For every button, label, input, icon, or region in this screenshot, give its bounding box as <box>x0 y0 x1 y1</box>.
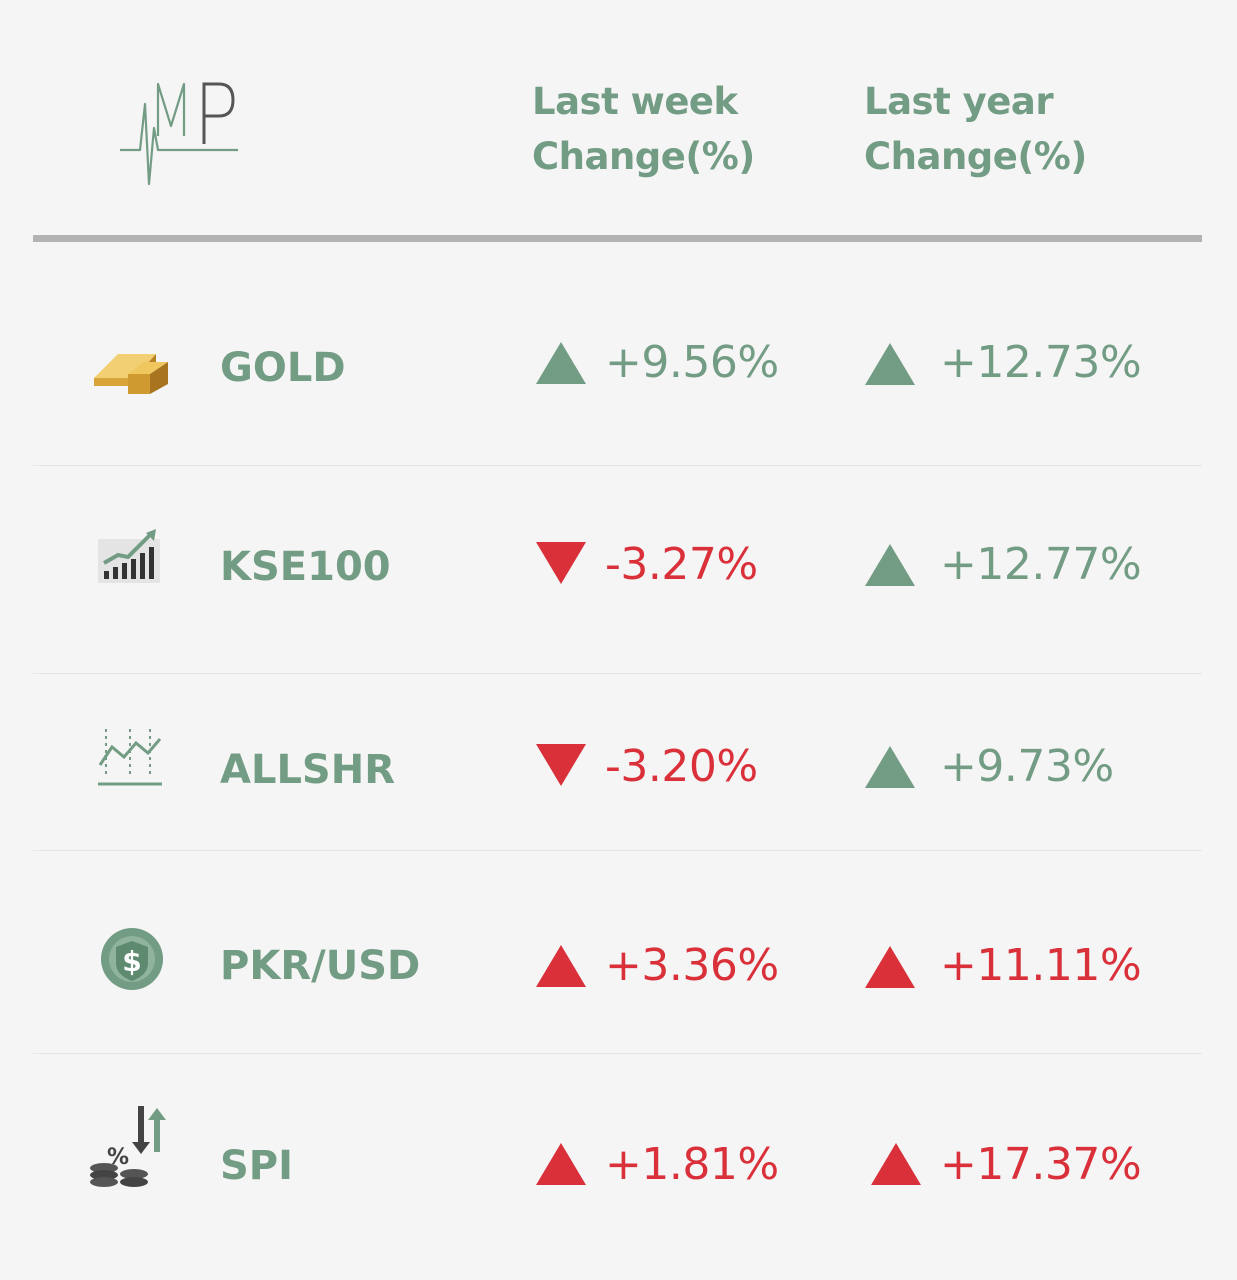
week-change-pkr-usd: +3.36% <box>605 940 779 991</box>
year-change-allshr: +9.73% <box>940 741 1114 792</box>
amp-logo <box>120 82 238 186</box>
week-change-kse100: -3.27% <box>605 539 758 590</box>
bar-chart-growth-icon <box>98 529 160 583</box>
up-arrow-icon <box>865 746 915 788</box>
row-divider <box>33 1053 1202 1054</box>
year-change-gold: +12.73% <box>940 337 1142 388</box>
up-arrow-icon <box>871 1143 921 1185</box>
svg-text:%: % <box>107 1145 129 1170</box>
line-chart-icon <box>98 729 162 786</box>
down-arrow-icon <box>536 542 586 584</box>
header-year-line1: Last year <box>864 80 1054 123</box>
row-divider <box>33 850 1202 851</box>
header-week-line2: Change(%) <box>532 135 755 178</box>
svg-text:$: $ <box>122 945 141 978</box>
down-arrow-icon <box>536 744 586 786</box>
asset-label-pkr-usd: PKR/USD <box>220 943 421 989</box>
year-change-pkr-usd: +11.11% <box>940 940 1142 991</box>
asset-label-allshr: ALLSHR <box>220 747 396 793</box>
header-last-year: Last year Change(%) <box>864 74 1087 184</box>
gold-bar-icon <box>94 354 168 394</box>
week-change-gold: +9.56% <box>605 337 779 388</box>
up-arrow-icon <box>536 945 586 987</box>
up-arrow-icon <box>865 343 915 385</box>
row-divider <box>33 673 1202 674</box>
up-arrow-icon <box>536 1143 586 1185</box>
year-change-spi: +17.37% <box>940 1139 1142 1190</box>
asset-label-spi: SPI <box>220 1143 294 1189</box>
week-change-allshr: -3.20% <box>605 741 758 792</box>
asset-label-gold: GOLD <box>220 345 346 391</box>
header-divider <box>33 235 1202 242</box>
header-last-week: Last week Change(%) <box>532 74 755 184</box>
dollar-coin-icon: $ <box>101 928 163 990</box>
up-arrow-icon <box>536 342 586 384</box>
percent-coins-icon: % <box>90 1106 166 1187</box>
asset-label-kse100: KSE100 <box>220 544 391 590</box>
row-divider <box>33 465 1202 466</box>
header-year-line2: Change(%) <box>864 135 1087 178</box>
up-arrow-icon <box>865 946 915 988</box>
year-change-kse100: +12.77% <box>940 539 1142 590</box>
header-week-line1: Last week <box>532 80 738 123</box>
week-change-spi: +1.81% <box>605 1139 779 1190</box>
up-arrow-icon <box>865 544 915 586</box>
